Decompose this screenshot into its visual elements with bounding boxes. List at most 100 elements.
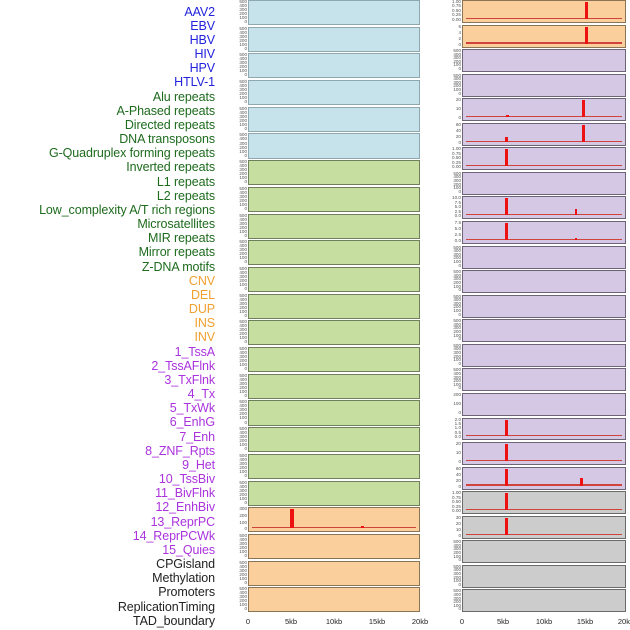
- y-tick-label: 500: [239, 52, 247, 58]
- plot-area: [248, 400, 420, 426]
- baseline: [466, 165, 622, 167]
- y-tick-label: 0.00: [452, 164, 461, 170]
- data-bar: [582, 100, 585, 118]
- y-axis-ticks: 0 100 200 300 400 500: [228, 320, 248, 345]
- track-label-5-txwk: 5_TxWk: [169, 401, 215, 416]
- baseline: [466, 42, 622, 44]
- y-tick-label: 400: [239, 216, 247, 222]
- data-bar: [505, 149, 509, 167]
- track-panel: 0 100 200 300 400 500: [228, 132, 420, 159]
- y-axis-ticks: 0 100 200 300 400 500: [440, 244, 462, 269]
- data-bar: [361, 525, 364, 529]
- plot-area: [462, 417, 626, 441]
- data-bar: [505, 137, 509, 142]
- y-tick-label: 100: [453, 259, 461, 264]
- x-tick-label: 0: [459, 617, 465, 626]
- y-tick-label: 400: [453, 248, 461, 254]
- y-tick-label: 200: [239, 118, 247, 123]
- plot-area: [248, 560, 420, 586]
- y-tick-label: 400: [239, 590, 247, 596]
- y-tick-label: 0: [458, 459, 461, 464]
- y-tick-label: 100: [453, 332, 461, 338]
- y-tick-label: 20: [455, 441, 461, 446]
- plot-area: [248, 186, 420, 212]
- y-tick-label: 300: [239, 327, 247, 333]
- track-panel: 0.00 0.25 0.50 0.75 1.00: [440, 491, 626, 515]
- y-tick-label: 0: [458, 483, 461, 489]
- y-tick-label: 0: [458, 311, 461, 317]
- track-label-promoters: Promoters: [158, 585, 215, 600]
- track-label-hbv: HBV: [189, 32, 216, 47]
- data-bar: [574, 238, 578, 240]
- y-axis-ticks: 0 100 200 300 400 500: [228, 347, 248, 372]
- track-label-cpgisland: CPGisland: [156, 557, 215, 572]
- y-tick-label: 400: [453, 567, 461, 573]
- y-tick-label: 400: [239, 3, 247, 8]
- y-tick-label: 500: [239, 479, 247, 485]
- track-panel: 0 100 200 300 400 500: [228, 106, 420, 132]
- y-tick-label: 0: [458, 582, 461, 587]
- plot-area: [462, 196, 626, 220]
- y-tick-label: 2.5: [454, 232, 461, 237]
- track-label-microsatellites: Microsatellites: [137, 217, 215, 232]
- y-tick-label: 300: [453, 350, 461, 355]
- y-tick-label: 100: [453, 578, 461, 584]
- y-tick-label: 0: [244, 286, 247, 291]
- y-tick-label: 100: [453, 603, 461, 608]
- y-axis-ticks: 0 10 20: [440, 442, 462, 465]
- y-tick-label: 500: [239, 132, 247, 138]
- y-tick-label: 200: [239, 465, 247, 470]
- plot-area: [462, 270, 626, 294]
- y-tick-label: 500: [453, 48, 461, 53]
- track-label-low-complexity-a-t-rich-regions: Low_complexity A/T rich regions: [39, 202, 215, 217]
- y-tick-label: 300: [239, 7, 247, 12]
- track-panel: 0 100 200 300 400 500: [440, 244, 626, 269]
- plot-area: [462, 466, 626, 490]
- y-tick-label: 300: [239, 247, 247, 253]
- plot-area: [248, 160, 420, 186]
- y-tick-label: 0: [458, 66, 461, 71]
- track-panel: 0 100 200 300 400 500: [228, 26, 420, 52]
- y-axis-ticks: 0 100 200 300 400 500: [228, 534, 248, 559]
- y-tick-label: 200: [239, 37, 247, 43]
- baseline: [466, 435, 622, 437]
- y-tick-label: 500: [453, 244, 461, 250]
- data-bar: [505, 468, 509, 486]
- y-axis-ticks: 0 100 200 300 400 500: [228, 427, 248, 452]
- y-axis-ticks: 0 100 200 300: [228, 507, 248, 532]
- y-tick-label: 500: [239, 159, 247, 165]
- y-axis-ticks: 0 100 200 300 400 500: [440, 270, 462, 293]
- plot-area: [248, 427, 420, 453]
- y-tick-label: 100: [453, 308, 461, 313]
- data-bar: [505, 444, 509, 462]
- baseline: [466, 459, 622, 462]
- y-tick-label: 10.0: [452, 195, 461, 201]
- track-panel: 0 100 200 300 400 500: [440, 343, 626, 367]
- y-axis-ticks: 0.0 2.5 5.0 7.5: [440, 221, 462, 244]
- y-axis-ticks: 0.00 0.25 0.50 0.75 1.00: [440, 491, 462, 514]
- track-panel: 0 100 200: [440, 393, 626, 416]
- track-panel: 0 100 200 300 400 500: [440, 172, 626, 195]
- y-tick-label: 200: [239, 224, 247, 230]
- track-label-l2-repeats: L2 repeats: [156, 188, 215, 203]
- y-axis-ticks: 0 100 200 300 400 500: [440, 368, 462, 391]
- y-axis-ticks: 0 100 200 300 400 500: [228, 240, 248, 265]
- y-tick-label: 100: [239, 42, 247, 47]
- y-tick-label: 400: [239, 270, 247, 275]
- track-label-l1-repeats: L1 repeats: [156, 174, 215, 189]
- y-tick-label: 0: [458, 336, 461, 342]
- y-axis-ticks: 0 100 200 300 400 500: [228, 373, 248, 399]
- y-axis-ticks: 0.0 2.5 5.0 7.5 10.0: [440, 196, 462, 219]
- y-tick-label: 0: [244, 553, 247, 558]
- track-panel: 0 100 200 300 400 500: [440, 73, 626, 97]
- y-tick-label: 0: [244, 446, 247, 452]
- y-tick-label: 1.0: [454, 425, 461, 431]
- y-tick-label: 300: [453, 55, 461, 61]
- y-tick-label: 200: [453, 280, 461, 285]
- y-tick-label: 500: [453, 171, 461, 176]
- plot-area: [248, 293, 420, 319]
- y-tick-label: 100: [453, 357, 461, 363]
- y-tick-label: 100: [239, 602, 247, 608]
